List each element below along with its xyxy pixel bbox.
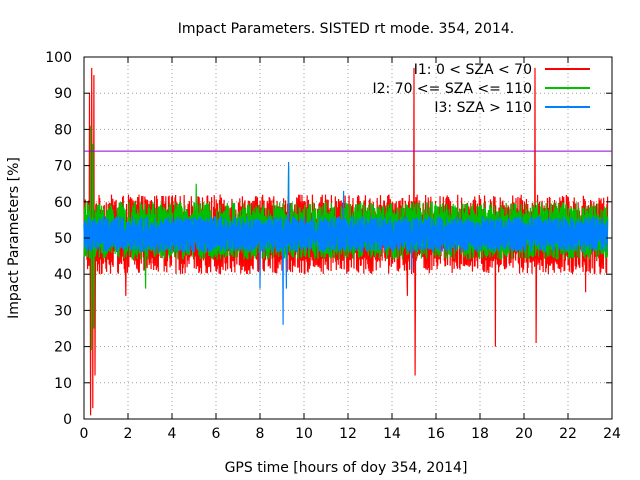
y-tick-label: 90 <box>54 86 72 102</box>
axis-ticks: 0 2 4 6 8 10 12 14 16 18 20 22 240102030405060708090… <box>45 50 621 442</box>
x-tick-label: 14 <box>383 426 401 442</box>
x-tick-label: 22 <box>559 426 577 442</box>
legend: I1: 0 < SZA < 70 I2: 70 <= SZA <= 110 I3… <box>372 62 590 116</box>
x-tick-label: 0 <box>80 426 89 442</box>
legend-entry-label: I3: SZA > 110 <box>434 100 532 116</box>
x-tick-label: 10 <box>295 426 313 442</box>
x-axis-title: GPS time [hours of doy 354, 2014] <box>225 460 468 476</box>
legend-entry-label: I1: 0 < SZA < 70 <box>414 62 532 78</box>
y-tick-label: 0 <box>63 412 72 428</box>
y-tick-label: 30 <box>54 303 72 319</box>
y-tick-label: 70 <box>54 159 72 175</box>
y-tick-label: 60 <box>54 195 72 211</box>
legend-entry-label: I2: 70 <= SZA <= 110 <box>372 81 532 97</box>
y-tick-label: 20 <box>54 340 72 356</box>
y-tick-label: 10 <box>54 376 72 392</box>
chart-title: Impact Parameters. SISTED rt mode. 354, … <box>178 21 514 37</box>
x-tick-label: 20 <box>515 426 533 442</box>
series-layer <box>83 67 609 416</box>
x-tick-label: 8 <box>256 426 265 442</box>
y-axis-title: Impact Parameters [%] <box>6 157 22 319</box>
x-tick-label: 16 <box>427 426 445 442</box>
x-tick-label: 18 <box>471 426 489 442</box>
y-tick-label: 100 <box>45 50 72 66</box>
x-tick-label: 2 <box>124 426 133 442</box>
series-line <box>83 161 609 325</box>
x-tick-label: 4 <box>168 426 177 442</box>
x-tick-label: 6 <box>212 426 221 442</box>
y-tick-label: 40 <box>54 267 72 283</box>
x-tick-label: 24 <box>603 426 621 442</box>
x-tick-label: 12 <box>339 426 357 442</box>
y-tick-label: 80 <box>54 122 72 138</box>
y-tick-label: 50 <box>54 231 72 247</box>
